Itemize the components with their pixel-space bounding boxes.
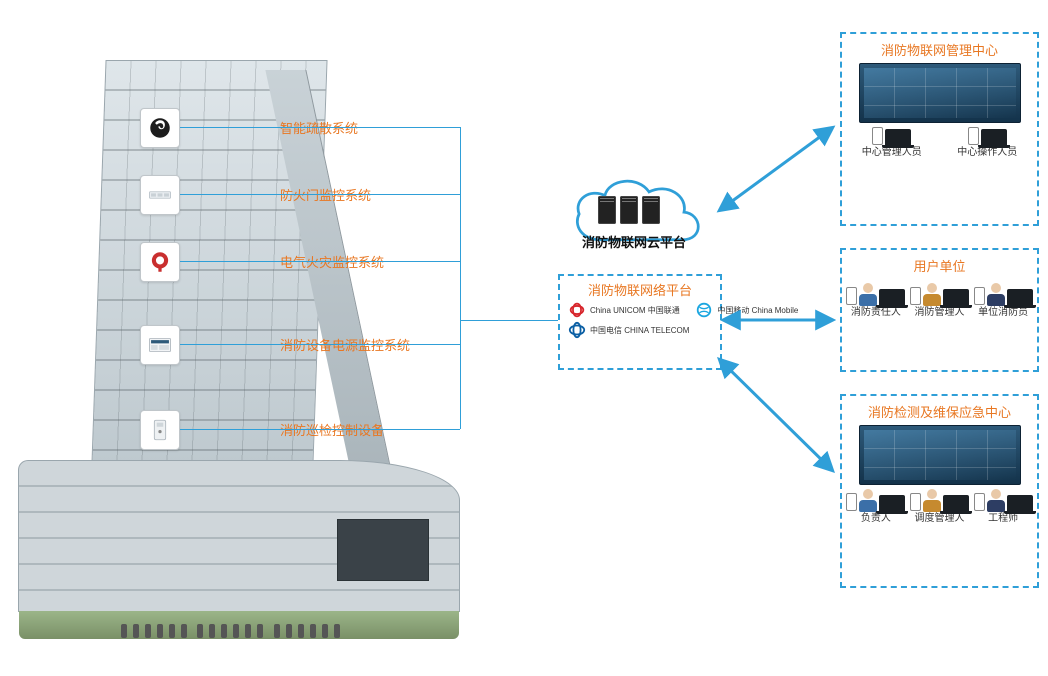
role: 单位消防员 <box>973 283 1033 318</box>
role-label: 负责人 <box>861 513 891 524</box>
role-graphic <box>974 489 1033 511</box>
role-graphic <box>974 283 1033 305</box>
person-icon <box>987 489 1005 511</box>
building-entrance <box>337 519 429 581</box>
laptop-icon <box>1007 289 1033 305</box>
server-icon <box>642 196 660 224</box>
role: 工程师 <box>973 489 1033 524</box>
connector-h <box>180 261 460 262</box>
carrier-name: 中国移动 China Mobile <box>717 305 798 316</box>
laptop-icon <box>879 289 905 305</box>
role-label: 工程师 <box>988 513 1018 524</box>
connector-h <box>180 344 460 345</box>
mgmt-center-box: 消防物联网管理中心中心管理人员 中心操作人员 <box>840 32 1039 226</box>
laptop-icon <box>1007 495 1033 511</box>
laptop-icon <box>885 129 911 145</box>
role-graphic <box>968 127 1007 145</box>
network-platform-title: 消防物联网络平台 <box>560 280 720 299</box>
carrier-0: China UNICOM 中国联通 <box>568 301 689 319</box>
role-label: 消防责任人 <box>851 307 901 318</box>
phone-icon <box>846 493 857 511</box>
role: 负责人 <box>846 489 906 524</box>
emergency-center-title: 消防检测及维保应急中心 <box>842 402 1037 421</box>
role-label: 调度管理人 <box>915 513 965 524</box>
role-graphic <box>872 127 911 145</box>
role-graphic <box>846 283 905 305</box>
person-icon <box>923 489 941 511</box>
screen-wall <box>859 425 1021 485</box>
crowd <box>118 620 398 650</box>
screen-wall <box>859 63 1021 123</box>
phone-icon <box>846 287 857 305</box>
person-icon <box>923 283 941 305</box>
roles-row: 消防责任人 消防管理人 单位消防员 <box>842 279 1037 326</box>
sys-elec-icon <box>140 242 180 282</box>
carrier-2: 中国电信 CHINA TELECOM <box>568 321 689 339</box>
cloud-servers <box>598 196 660 224</box>
user-unit-box: 用户单位消防责任人 消防管理人 单位消防员 <box>840 248 1039 372</box>
role-label: 单位消防员 <box>978 307 1028 318</box>
connector-h <box>180 127 460 128</box>
carrier-logo-icon <box>695 301 713 319</box>
connector-to-network <box>460 320 558 321</box>
building-base <box>18 460 460 612</box>
sys-door-icon <box>140 175 180 215</box>
roles-row: 中心管理人员 中心操作人员 <box>842 123 1037 166</box>
role: 消防责任人 <box>846 283 906 318</box>
laptop-icon <box>943 495 969 511</box>
server-icon <box>620 196 638 224</box>
person-icon <box>859 283 877 305</box>
carrier-1: 中国移动 China Mobile <box>695 301 798 319</box>
phone-icon <box>910 287 921 305</box>
role-label: 消防管理人 <box>915 307 965 318</box>
arrow-to-emergency-center <box>720 360 832 470</box>
carrier-grid: China UNICOM 中国联通中国移动 China Mobile中国电信 C… <box>560 299 720 343</box>
phone-icon <box>968 127 979 145</box>
person-icon <box>859 489 877 511</box>
cloud-label: 消防物联网云平台 <box>582 232 686 251</box>
server-icon <box>598 196 616 224</box>
user-unit-title: 用户单位 <box>842 256 1037 275</box>
role: 中心管理人员 <box>862 127 922 158</box>
role-graphic <box>910 489 969 511</box>
mgmt-center-title: 消防物联网管理中心 <box>842 40 1037 59</box>
carrier-name: China UNICOM 中国联通 <box>590 305 680 316</box>
arrow-to-mgmt-center <box>720 128 832 210</box>
sys-evac-icon <box>140 108 180 148</box>
sys-power-icon <box>140 325 180 365</box>
laptop-icon <box>879 495 905 511</box>
role: 调度管理人 <box>910 489 970 524</box>
phone-icon <box>974 287 985 305</box>
phone-icon <box>910 493 921 511</box>
carrier-logo-icon <box>568 321 586 339</box>
role: 消防管理人 <box>910 283 970 318</box>
laptop-icon <box>981 129 1007 145</box>
carrier-logo-icon <box>568 301 586 319</box>
role-graphic <box>910 283 969 305</box>
network-platform-box: 消防物联网络平台 China UNICOM 中国联通中国移动 China Mob… <box>558 274 722 370</box>
roles-row: 负责人 调度管理人 工程师 <box>842 485 1037 532</box>
role-label: 中心操作人员 <box>957 147 1017 158</box>
sys-patrol-icon <box>140 410 180 450</box>
connector-trunk <box>460 127 461 429</box>
laptop-icon <box>943 289 969 305</box>
role-graphic <box>846 489 905 511</box>
phone-icon <box>872 127 883 145</box>
role: 中心操作人员 <box>957 127 1017 158</box>
emergency-center-box: 消防检测及维保应急中心负责人 调度管理人 工程师 <box>840 394 1039 588</box>
carrier-name: 中国电信 CHINA TELECOM <box>590 325 689 336</box>
person-icon <box>987 283 1005 305</box>
phone-icon <box>974 493 985 511</box>
connector-h <box>180 194 460 195</box>
role-label: 中心管理人员 <box>862 147 922 158</box>
connector-h <box>180 429 460 430</box>
